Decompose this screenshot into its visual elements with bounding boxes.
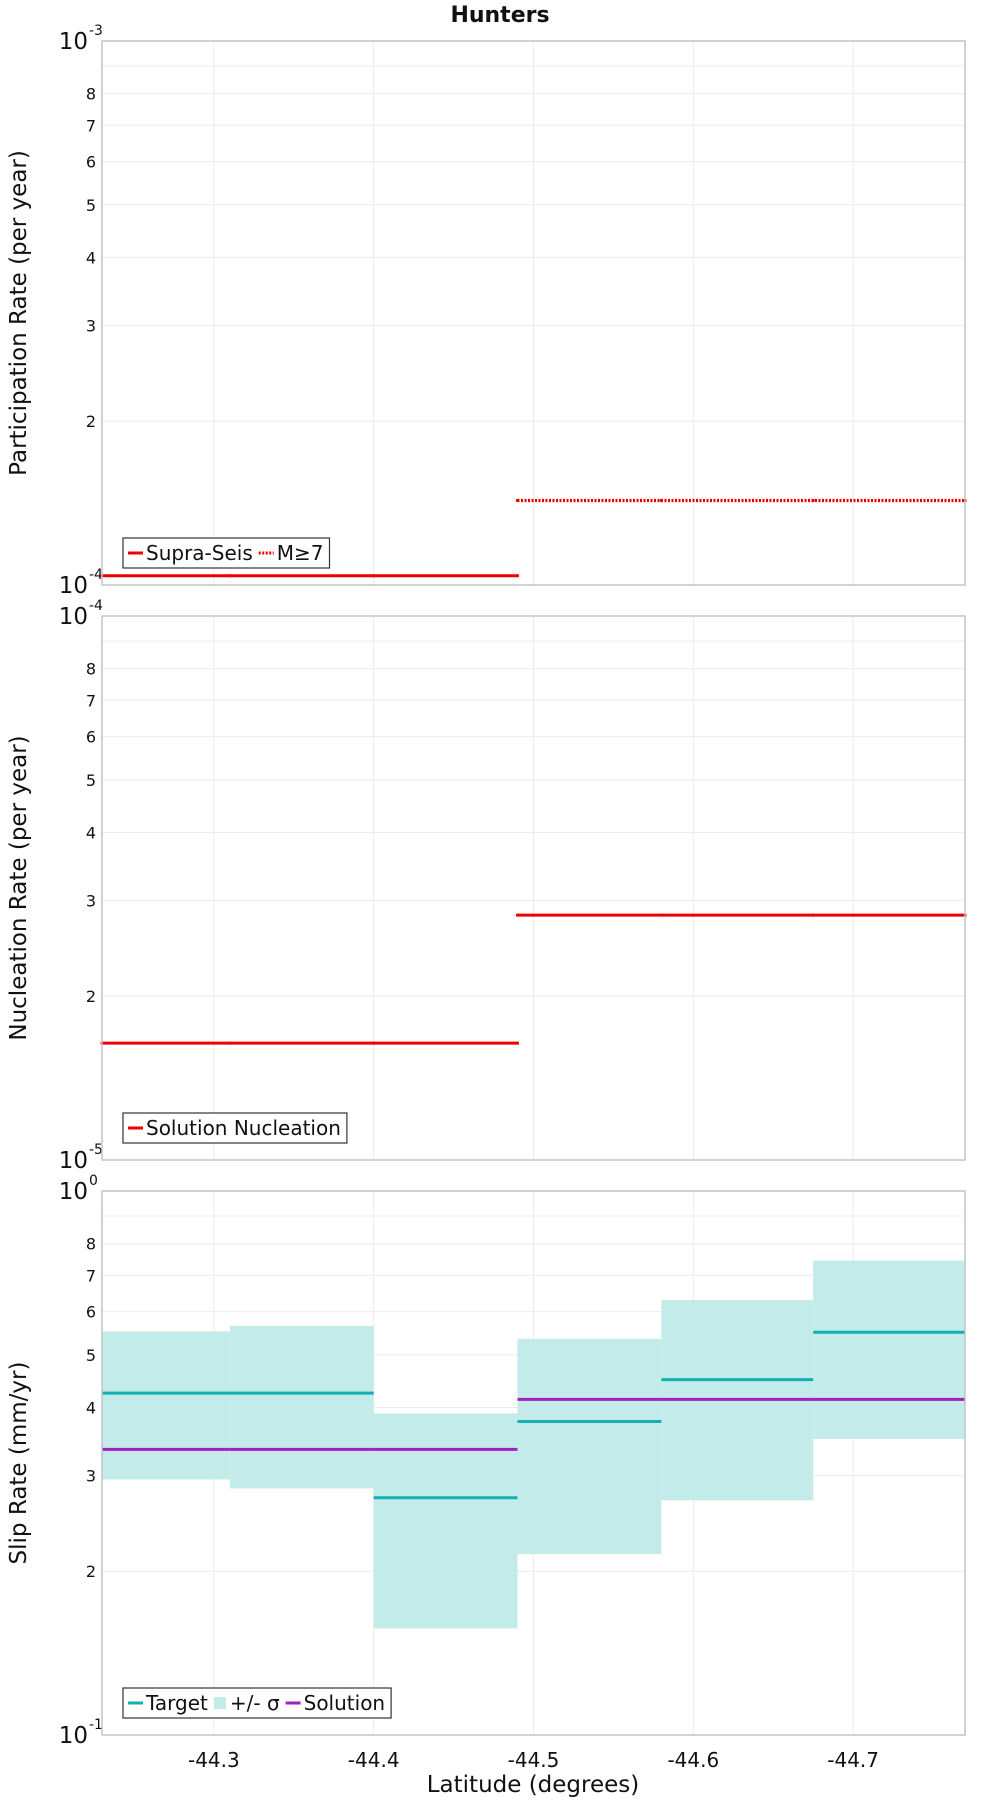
legend-swatch-band: [213, 1697, 226, 1709]
sigma-band: [373, 1413, 518, 1629]
data-point: [228, 574, 232, 578]
y-tick-label: 5: [86, 1346, 96, 1365]
legend-label: Supra-Seis: [146, 541, 253, 565]
y-tick-label: 5: [86, 196, 96, 215]
y-tick-label: 4: [86, 248, 96, 267]
sigma-band: [102, 1331, 230, 1480]
plot-frame: [101, 40, 966, 586]
legend-label: Solution Nucleation: [146, 1116, 341, 1140]
data-point: [515, 1041, 520, 1045]
y-tick-label: 4: [86, 1398, 96, 1417]
data-point: [228, 1041, 232, 1045]
y-tick-label: 2: [86, 412, 96, 431]
legend-label: +/- σ: [230, 1691, 280, 1715]
y-major-tick-base: 10: [59, 29, 88, 55]
x-tick-label: -44.6: [667, 1748, 719, 1772]
y-tick-label: 7: [86, 691, 96, 710]
y-tick-label: 7: [86, 1266, 96, 1285]
y-major-tick-exponent: -1: [89, 1717, 103, 1733]
data-point: [372, 1041, 376, 1045]
y-tick-label: 2: [86, 987, 96, 1006]
data-point: [659, 913, 663, 917]
data-point: [811, 498, 815, 503]
data-point: [811, 913, 815, 917]
plot-frame: [101, 615, 966, 1161]
y-major-tick-base: 10: [59, 1179, 88, 1205]
legend-box: [122, 1687, 392, 1719]
plot-frame: [101, 1190, 966, 1736]
y-major-tick-exponent: -4: [89, 567, 103, 583]
y-major-tick-exponent: 0: [89, 1173, 98, 1189]
legend-label: M≥7: [277, 541, 324, 565]
y-tick-label: 2: [86, 1562, 96, 1581]
data-point: [515, 574, 520, 578]
y-major-tick-exponent: -5: [89, 1142, 103, 1158]
y-major-tick-exponent: -3: [89, 23, 103, 39]
legend-label: Target: [145, 1691, 208, 1715]
x-tick-label: -44.3: [188, 1748, 240, 1772]
y-tick-label: 4: [86, 823, 96, 842]
y-major-tick-base: 10: [59, 573, 88, 599]
y-axis-title: Slip Rate (mm/yr): [6, 1362, 32, 1565]
y-major-tick-base: 10: [59, 1148, 88, 1174]
y-axis-title: Nucleation Rate (per year): [6, 735, 32, 1040]
y-tick-label: 5: [86, 771, 96, 790]
plot-title: Hunters: [450, 3, 549, 28]
y-major-tick-exponent: -4: [89, 598, 103, 614]
legend-box: [122, 537, 331, 569]
legend: Target +/- σ Solution: [122, 1687, 392, 1719]
y-tick-label: 7: [86, 116, 96, 135]
y-tick-label: 3: [86, 891, 96, 910]
y-tick-label: 6: [86, 1303, 96, 1322]
legend-box: [122, 1112, 348, 1144]
x-tick-label: -44.7: [827, 1748, 879, 1772]
y-axis-title: Participation Rate (per year): [6, 150, 32, 476]
sigma-band: [229, 1325, 374, 1489]
y-tick-label: 3: [86, 1466, 96, 1485]
legend: Supra-Seis M≥7: [122, 537, 331, 569]
y-major-tick-base: 10: [59, 1723, 88, 1749]
x-tick-label: -44.5: [508, 1748, 560, 1772]
data-point: [515, 913, 520, 917]
y-tick-label: 8: [86, 660, 96, 679]
data-point: [515, 498, 520, 503]
data-point: [659, 498, 663, 503]
y-tick-label: 8: [86, 85, 96, 104]
data-point: [372, 574, 376, 578]
sigma-band: [517, 1338, 662, 1555]
y-major-tick-base: 10: [59, 604, 88, 630]
y-tick-label: 6: [86, 728, 96, 747]
x-axis-title: Latitude (degrees): [427, 1772, 640, 1798]
y-tick-label: 8: [86, 1235, 96, 1254]
y-tick-label: 6: [86, 153, 96, 172]
legend-label: Solution: [304, 1691, 385, 1715]
sigma-band: [813, 1260, 965, 1440]
x-tick-label: -44.4: [348, 1748, 400, 1772]
legend: Solution Nucleation: [122, 1112, 348, 1144]
y-tick-label: 3: [86, 316, 96, 335]
